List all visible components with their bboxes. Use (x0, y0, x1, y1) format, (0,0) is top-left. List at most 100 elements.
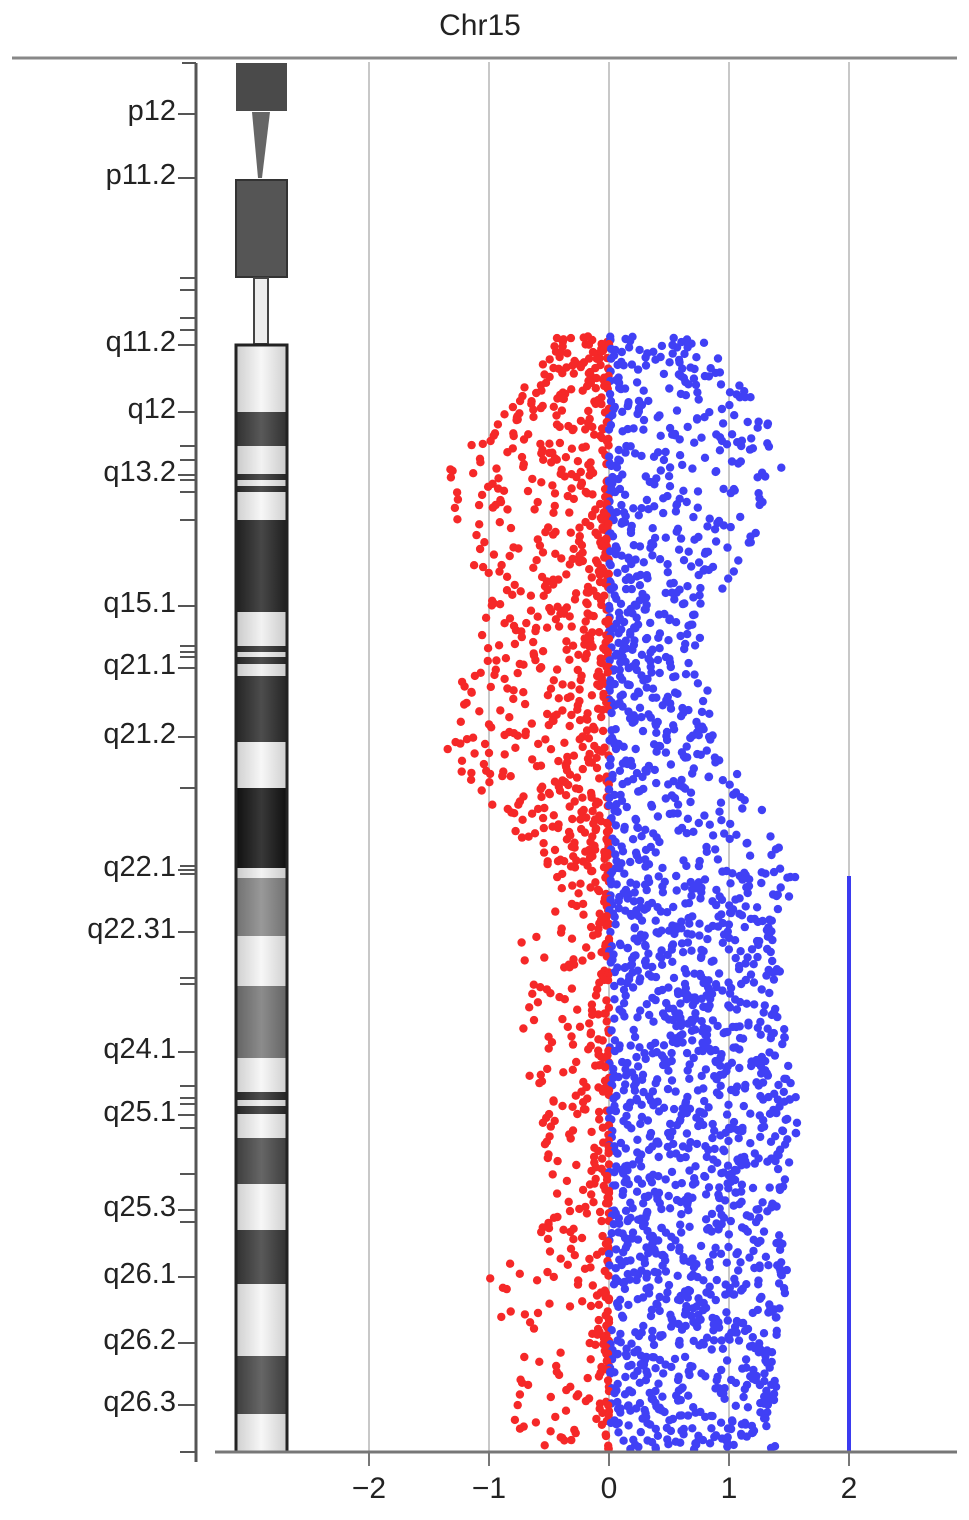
gain-point (765, 988, 774, 998)
loss-point (495, 600, 505, 609)
gain-point (705, 514, 714, 523)
gain-point (743, 888, 752, 898)
loss-point (592, 763, 602, 773)
loss-point (529, 405, 538, 414)
loss-point (578, 764, 587, 774)
gain-point (766, 1137, 776, 1147)
gain-point (776, 1270, 786, 1279)
gain-point (656, 431, 665, 440)
loss-point (548, 1170, 557, 1179)
gain-point (780, 1032, 789, 1042)
loss-point (536, 1070, 545, 1080)
gain-point (704, 1103, 713, 1112)
loss-point (549, 508, 558, 517)
cytoband-label: q11.2 (106, 326, 176, 358)
gain-point (691, 1408, 700, 1417)
gain-point (670, 794, 680, 803)
loss-point (529, 563, 538, 572)
gain-point (736, 1258, 745, 1267)
gain-point (686, 733, 695, 743)
gain-point (693, 1086, 703, 1095)
gain-point (667, 1076, 677, 1085)
loss-point (525, 1071, 534, 1081)
gain-point (730, 936, 740, 945)
gain-point (639, 425, 648, 434)
gain-point (735, 1200, 744, 1209)
gain-point (666, 1242, 676, 1252)
gain-point (705, 820, 714, 829)
loss-point (561, 1406, 571, 1415)
gain-point (701, 1172, 710, 1182)
gain-point (682, 829, 691, 838)
gain-point (746, 970, 756, 979)
loss-point (592, 354, 601, 363)
gain-point (697, 1017, 706, 1026)
gain-point (735, 997, 745, 1007)
gain-point (716, 1061, 725, 1070)
gain-point (651, 355, 660, 364)
gain-point (739, 1392, 748, 1402)
loss-point (517, 938, 526, 947)
gain-point (638, 772, 647, 782)
gain-point (757, 878, 766, 888)
gain-point (715, 807, 724, 816)
loss-point (469, 469, 478, 478)
loss-point (502, 1284, 511, 1294)
gain-point (627, 559, 636, 569)
loss-point (559, 335, 568, 344)
gain-point (624, 400, 633, 409)
cytoband (236, 1414, 287, 1452)
gain-point (641, 1054, 650, 1064)
gain-point (642, 1273, 651, 1282)
loss-point (537, 792, 546, 802)
loss-point (591, 825, 600, 835)
loss-point (520, 1352, 529, 1362)
loss-point (470, 749, 479, 758)
gain-point (630, 1032, 640, 1042)
loss-point (546, 684, 556, 693)
gain-point (689, 827, 698, 836)
gain-point (728, 869, 737, 878)
loss-point (545, 790, 554, 799)
gain-point (772, 1330, 781, 1340)
loss-point (565, 1206, 575, 1216)
loss-point (599, 345, 608, 355)
gain-point (651, 916, 660, 925)
loss-point (572, 472, 581, 482)
loss-point (596, 658, 605, 667)
gain-point (614, 1072, 623, 1082)
loss-point (543, 1234, 553, 1244)
gain-point (627, 761, 637, 770)
gain-point (688, 769, 697, 778)
gain-point (659, 508, 668, 518)
gain-point (618, 702, 627, 711)
loss-point (597, 712, 606, 722)
gain-point (759, 1329, 769, 1338)
gain-point (644, 1289, 654, 1298)
gain-point (749, 978, 759, 987)
gain-point (647, 1178, 657, 1187)
gain-point (668, 349, 677, 358)
gain-point (648, 1326, 657, 1336)
gain-point (758, 1095, 768, 1104)
gain-point (670, 595, 679, 604)
loss-point (559, 394, 568, 404)
loss-point (543, 1064, 552, 1074)
loss-point (586, 1301, 596, 1311)
gain-point (614, 629, 623, 638)
loss-point (530, 505, 539, 514)
gain-point (636, 1006, 645, 1015)
gain-point (705, 709, 714, 718)
gain-point (635, 345, 644, 355)
gain-point (677, 1210, 686, 1219)
gain-point (640, 605, 649, 614)
loss-point (565, 612, 574, 621)
gain-point (672, 501, 681, 510)
gain-point (612, 1420, 621, 1429)
gain-point (760, 1399, 769, 1408)
loss-point (500, 730, 509, 740)
loss-point (522, 618, 531, 628)
gain-point (678, 1030, 687, 1039)
gain-point (639, 558, 648, 567)
loss-point (592, 1291, 602, 1300)
